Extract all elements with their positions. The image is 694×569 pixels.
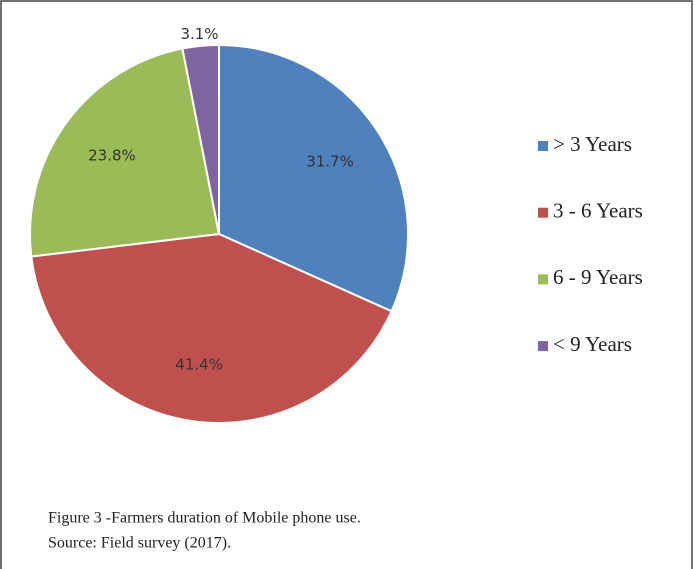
legend-label: < 9 Years — [553, 332, 632, 356]
slice-label: 23.8% — [88, 147, 136, 165]
pie-slice — [29, 47, 221, 258]
legend-swatch — [538, 341, 548, 352]
legend-swatch — [538, 274, 548, 285]
legend-label: 6 - 9 Years — [553, 265, 643, 289]
slice-label: 3.1% — [180, 25, 218, 43]
pie-slice — [181, 43, 220, 235]
legend-label: 3 - 6 Years — [553, 199, 643, 223]
legend-label: > 3 Years — [553, 132, 632, 156]
legend-swatch — [538, 141, 548, 151]
caption: Figure 3 -Farmers duration of Mobile pho… — [48, 510, 361, 527]
slice-label: 31.7% — [306, 153, 354, 171]
slice-label: 41.4% — [175, 355, 223, 373]
pie-slice — [218, 43, 409, 313]
caption: Source: Field survey (2017). — [48, 535, 231, 552]
legend-swatch — [538, 207, 548, 218]
pie-slice — [30, 232, 393, 425]
